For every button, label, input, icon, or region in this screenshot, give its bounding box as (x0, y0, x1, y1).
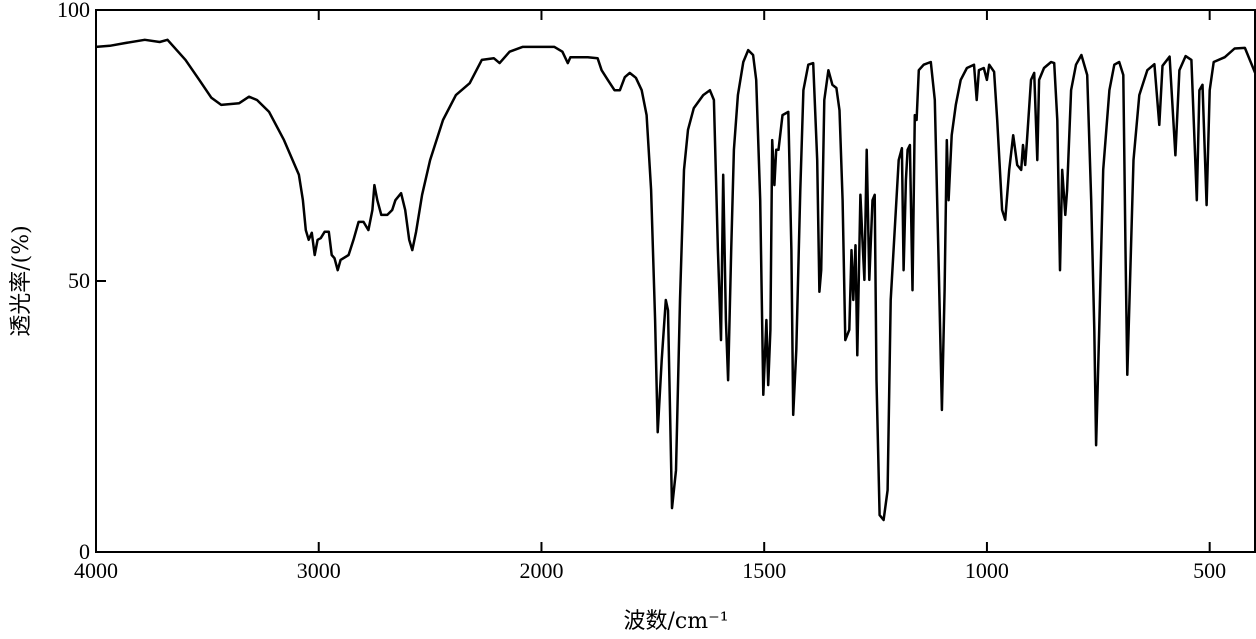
x-tick-label: 500 (1193, 558, 1226, 583)
x-tick-label: 1000 (965, 558, 1009, 583)
y-tick-label: 0 (79, 539, 90, 564)
y-tick-label: 50 (68, 268, 90, 293)
y-axis-label: 透光率/(%) (9, 225, 34, 336)
x-tick-label: 1500 (742, 558, 786, 583)
spectrum-line (95, 38, 1256, 522)
x-tick-label: 2000 (519, 558, 563, 583)
x-tick-label: 3000 (297, 558, 341, 583)
x-axis-label: 波数/cm⁻¹ (623, 609, 728, 634)
y-tick-label: 100 (57, 0, 90, 22)
x-tick-label: 4000 (74, 558, 118, 583)
